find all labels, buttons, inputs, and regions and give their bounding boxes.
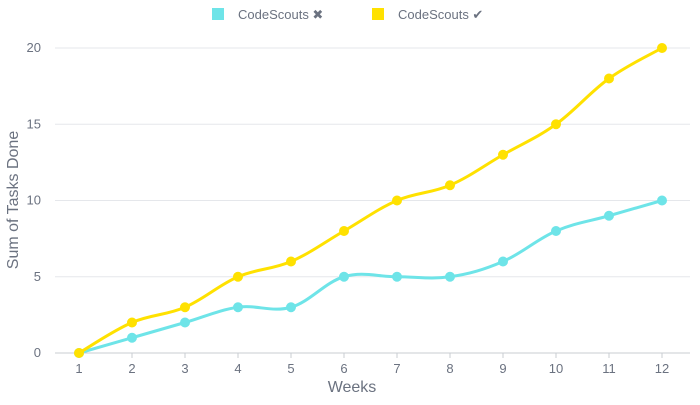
data-point[interactable] xyxy=(286,256,296,267)
data-point[interactable] xyxy=(551,119,561,130)
legend-item[interactable]: CodeScouts ✔ xyxy=(372,7,483,22)
x-tick-label: 10 xyxy=(549,361,563,376)
x-axis: 1 2 3 4 5 6 7 8 9 10 11 12 xyxy=(55,352,690,376)
y-axis: 0 5 10 15 20 xyxy=(27,40,41,360)
legend-swatch xyxy=(372,8,384,20)
x-tick-label: 4 xyxy=(234,361,241,376)
data-point[interactable] xyxy=(392,271,402,282)
data-point[interactable] xyxy=(604,73,614,84)
data-point[interactable] xyxy=(445,271,455,282)
series-1 xyxy=(74,195,667,358)
y-tick-label: 5 xyxy=(34,269,41,284)
data-point[interactable] xyxy=(127,332,137,343)
x-tick-label: 6 xyxy=(340,361,347,376)
data-point[interactable] xyxy=(445,180,455,191)
data-point[interactable] xyxy=(498,256,508,267)
y-tick-label: 20 xyxy=(27,40,41,55)
y-tick-label: 0 xyxy=(34,345,41,360)
x-tick-label: 1 xyxy=(75,361,82,376)
series-2 xyxy=(74,43,667,358)
x-tick-label: 12 xyxy=(655,361,669,376)
series-layer xyxy=(74,43,667,358)
x-tick-label: 3 xyxy=(181,361,188,376)
data-point[interactable] xyxy=(74,348,84,358)
data-point[interactable] xyxy=(657,195,667,206)
data-point[interactable] xyxy=(339,271,349,282)
x-tick-label: 5 xyxy=(287,361,294,376)
x-tick-label: 7 xyxy=(393,361,400,376)
x-axis-title: Weeks xyxy=(328,379,377,396)
x-tick-label: 2 xyxy=(128,361,135,376)
data-point[interactable] xyxy=(233,302,243,313)
legend-label: CodeScouts ✖ xyxy=(238,7,323,22)
x-tick-label: 8 xyxy=(446,361,453,376)
data-point[interactable] xyxy=(233,271,243,282)
data-point[interactable] xyxy=(498,149,508,160)
legend-label: CodeScouts ✔ xyxy=(398,7,483,22)
data-point[interactable] xyxy=(286,302,296,313)
data-point[interactable] xyxy=(657,43,667,53)
data-point[interactable] xyxy=(127,317,137,328)
x-tick-label: 9 xyxy=(499,361,506,376)
data-point[interactable] xyxy=(551,226,561,236)
data-point[interactable] xyxy=(604,210,614,221)
data-point[interactable] xyxy=(180,302,190,313)
y-tick-label: 15 xyxy=(27,116,41,131)
y-axis-title: Sum of Tasks Done xyxy=(5,131,22,270)
legend: CodeScouts ✖ CodeScouts ✔ xyxy=(212,7,483,22)
x-tick-label: 11 xyxy=(602,361,616,376)
grid xyxy=(55,47,690,278)
data-point[interactable] xyxy=(392,195,402,206)
y-tick-label: 10 xyxy=(27,193,41,208)
legend-item[interactable]: CodeScouts ✖ xyxy=(212,7,323,22)
data-point[interactable] xyxy=(339,226,349,236)
data-point[interactable] xyxy=(180,317,190,328)
legend-swatch xyxy=(212,8,224,20)
